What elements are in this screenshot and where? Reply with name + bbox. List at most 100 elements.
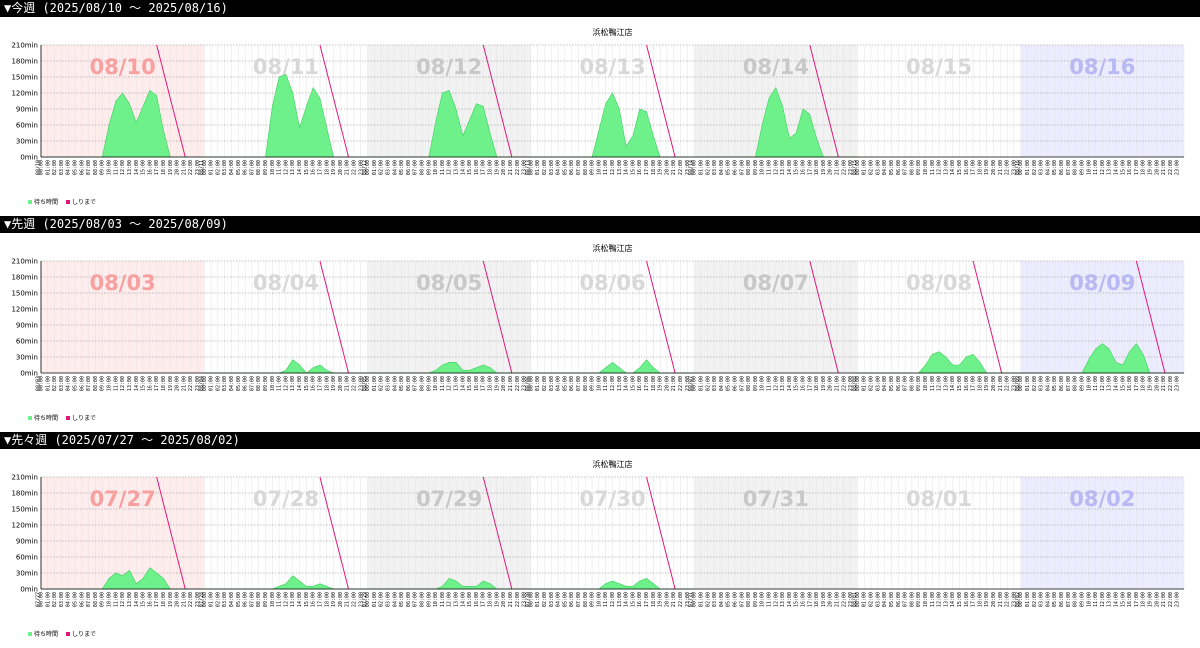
x-tick-label: 09:00 — [426, 592, 432, 607]
x-tick-label: 06:00 — [79, 160, 85, 175]
x-tick-label: 09:00 — [100, 376, 106, 391]
x-tick-label: 04:00 — [719, 592, 725, 607]
x-tick-label: 04:00 — [719, 376, 725, 391]
until-line — [972, 260, 1003, 374]
until-line — [809, 260, 839, 374]
day-label: 08/09 — [1069, 271, 1135, 295]
day-label: 08/08 — [906, 271, 972, 295]
x-tick-label: 01:00 — [209, 592, 215, 607]
x-tick-label: 18:00 — [651, 592, 657, 607]
x-tick-label: 09:00 — [426, 160, 432, 175]
legend-label: 待ち時間 — [34, 630, 58, 638]
x-tick-label: 22:00 — [1005, 376, 1011, 391]
x-tick-label: 03:00 — [385, 160, 391, 175]
x-tick-label: 17:00 — [1134, 376, 1140, 391]
x-tick-label: 20:00 — [501, 592, 507, 607]
x-tick-label: 23:00 — [195, 592, 201, 607]
x-tick-label: 08:00 — [746, 376, 752, 391]
x-tick-label: 21:00 — [671, 376, 677, 391]
x-tick-label: 05:00 — [1052, 376, 1058, 391]
x-tick-label: 15:00 — [794, 160, 800, 175]
x-tick-label: 01:00 — [1025, 160, 1031, 175]
x-tick-label: 21:00 — [1161, 376, 1167, 391]
x-tick-label: 15:00 — [141, 376, 147, 391]
x-tick-label: 20:00 — [338, 592, 344, 607]
y-tick-label: 180min — [11, 490, 38, 498]
x-tick-label: 03:00 — [385, 592, 391, 607]
week-section-last-week: ▼先週 (2025/08/03 ～ 2025/08/09) 浜松鴨江店 0min 3… — [0, 216, 1200, 432]
x-tick-label: 13:00 — [780, 376, 786, 391]
x-tick-label: 02:00 — [1032, 376, 1038, 391]
x-tick-label: 12:00 — [447, 592, 453, 607]
x-tick-label: 14:00 — [460, 376, 466, 391]
x-tick-label: 07:00 — [576, 592, 582, 607]
x-tick-label: 02:00 — [869, 160, 875, 175]
x-tick-label: 18:00 — [814, 592, 820, 607]
x-tick-label: 11:00 — [766, 592, 772, 607]
x-tick-label: 11:00 — [603, 160, 609, 175]
x-tick-label: 22:00 — [678, 592, 684, 607]
x-tick-label: 02:00 — [542, 592, 548, 607]
x-tick-label: 19:00 — [331, 592, 337, 607]
x-tick-label: 22:00 — [1168, 592, 1174, 607]
x-tick-label: 23:00 — [522, 160, 528, 175]
x-tick-label: 16:00 — [1127, 592, 1133, 607]
x-tick-label: 00:00 — [528, 592, 534, 607]
x-tick-label: 20:00 — [1154, 376, 1160, 391]
y-tick-label: 210min — [11, 42, 38, 50]
x-tick-label: 00:00 — [692, 592, 698, 607]
x-tick-label: 00:00 — [855, 160, 861, 175]
week-header: ▼先週 (2025/08/03 ～ 2025/08/09) — [0, 216, 1200, 233]
x-tick-label: 18:00 — [814, 160, 820, 175]
x-tick-label: 08:00 — [909, 160, 915, 175]
x-tick-label: 03:00 — [222, 592, 228, 607]
x-tick-label: 04:00 — [229, 592, 235, 607]
x-tick-label: 12:00 — [610, 592, 616, 607]
x-tick-label: 01:00 — [372, 160, 378, 175]
x-tick-label: 19:00 — [984, 592, 990, 607]
x-tick-label: 10:00 — [923, 592, 929, 607]
x-tick-label: 05:00 — [562, 592, 568, 607]
x-tick-label: 02:00 — [52, 160, 58, 175]
x-tick-label: 12:00 — [120, 376, 126, 391]
x-tick-label: 02:00 — [215, 376, 221, 391]
chart-title: 浜松鴨江店 — [593, 459, 633, 469]
x-tick-label: 17:00 — [154, 160, 160, 175]
x-tick-label: 04:00 — [392, 376, 398, 391]
x-tick-label: 06:00 — [406, 160, 412, 175]
until-line — [1135, 260, 1166, 374]
x-tick-label: 08:00 — [583, 160, 589, 175]
x-tick-label: 20:00 — [338, 376, 344, 391]
x-tick-label: 23:00 — [1175, 160, 1181, 175]
x-tick-label: 16:00 — [474, 160, 480, 175]
x-tick-label: 13:00 — [1107, 592, 1113, 607]
x-tick-label: 11:00 — [440, 592, 446, 607]
x-tick-label: 01:00 — [1025, 376, 1031, 391]
x-tick-label: 22:00 — [1005, 592, 1011, 607]
x-tick-label: 03:00 — [385, 376, 391, 391]
x-tick-label: 13:00 — [780, 592, 786, 607]
x-tick-label: 19:00 — [494, 160, 500, 175]
x-tick-label: 13:00 — [290, 592, 296, 607]
until-line — [482, 476, 513, 590]
x-tick-label: 21:00 — [508, 160, 514, 175]
x-tick-label: 09:00 — [100, 592, 106, 607]
x-tick-label: 05:00 — [236, 376, 242, 391]
day-label: 08/01 — [906, 487, 972, 511]
x-tick-label: 18:00 — [977, 592, 983, 607]
x-tick-label: 03:00 — [59, 160, 65, 175]
x-tick-label: 12:00 — [283, 160, 289, 175]
x-date-label: 08/06 — [525, 376, 531, 391]
until-line — [319, 476, 350, 590]
y-tick-label: 120min — [11, 306, 38, 314]
x-tick-label: 06:00 — [569, 592, 575, 607]
x-tick-label: 18:00 — [161, 592, 167, 607]
until-line — [646, 44, 676, 158]
x-tick-label: 16:00 — [1127, 376, 1133, 391]
x-tick-label: 01:00 — [45, 376, 51, 391]
x-tick-label: 11:00 — [930, 376, 936, 391]
until-line — [809, 44, 839, 158]
x-tick-label: 17:00 — [154, 376, 160, 391]
x-tick-label: 02:00 — [542, 376, 548, 391]
x-tick-label: 07:00 — [1066, 592, 1072, 607]
